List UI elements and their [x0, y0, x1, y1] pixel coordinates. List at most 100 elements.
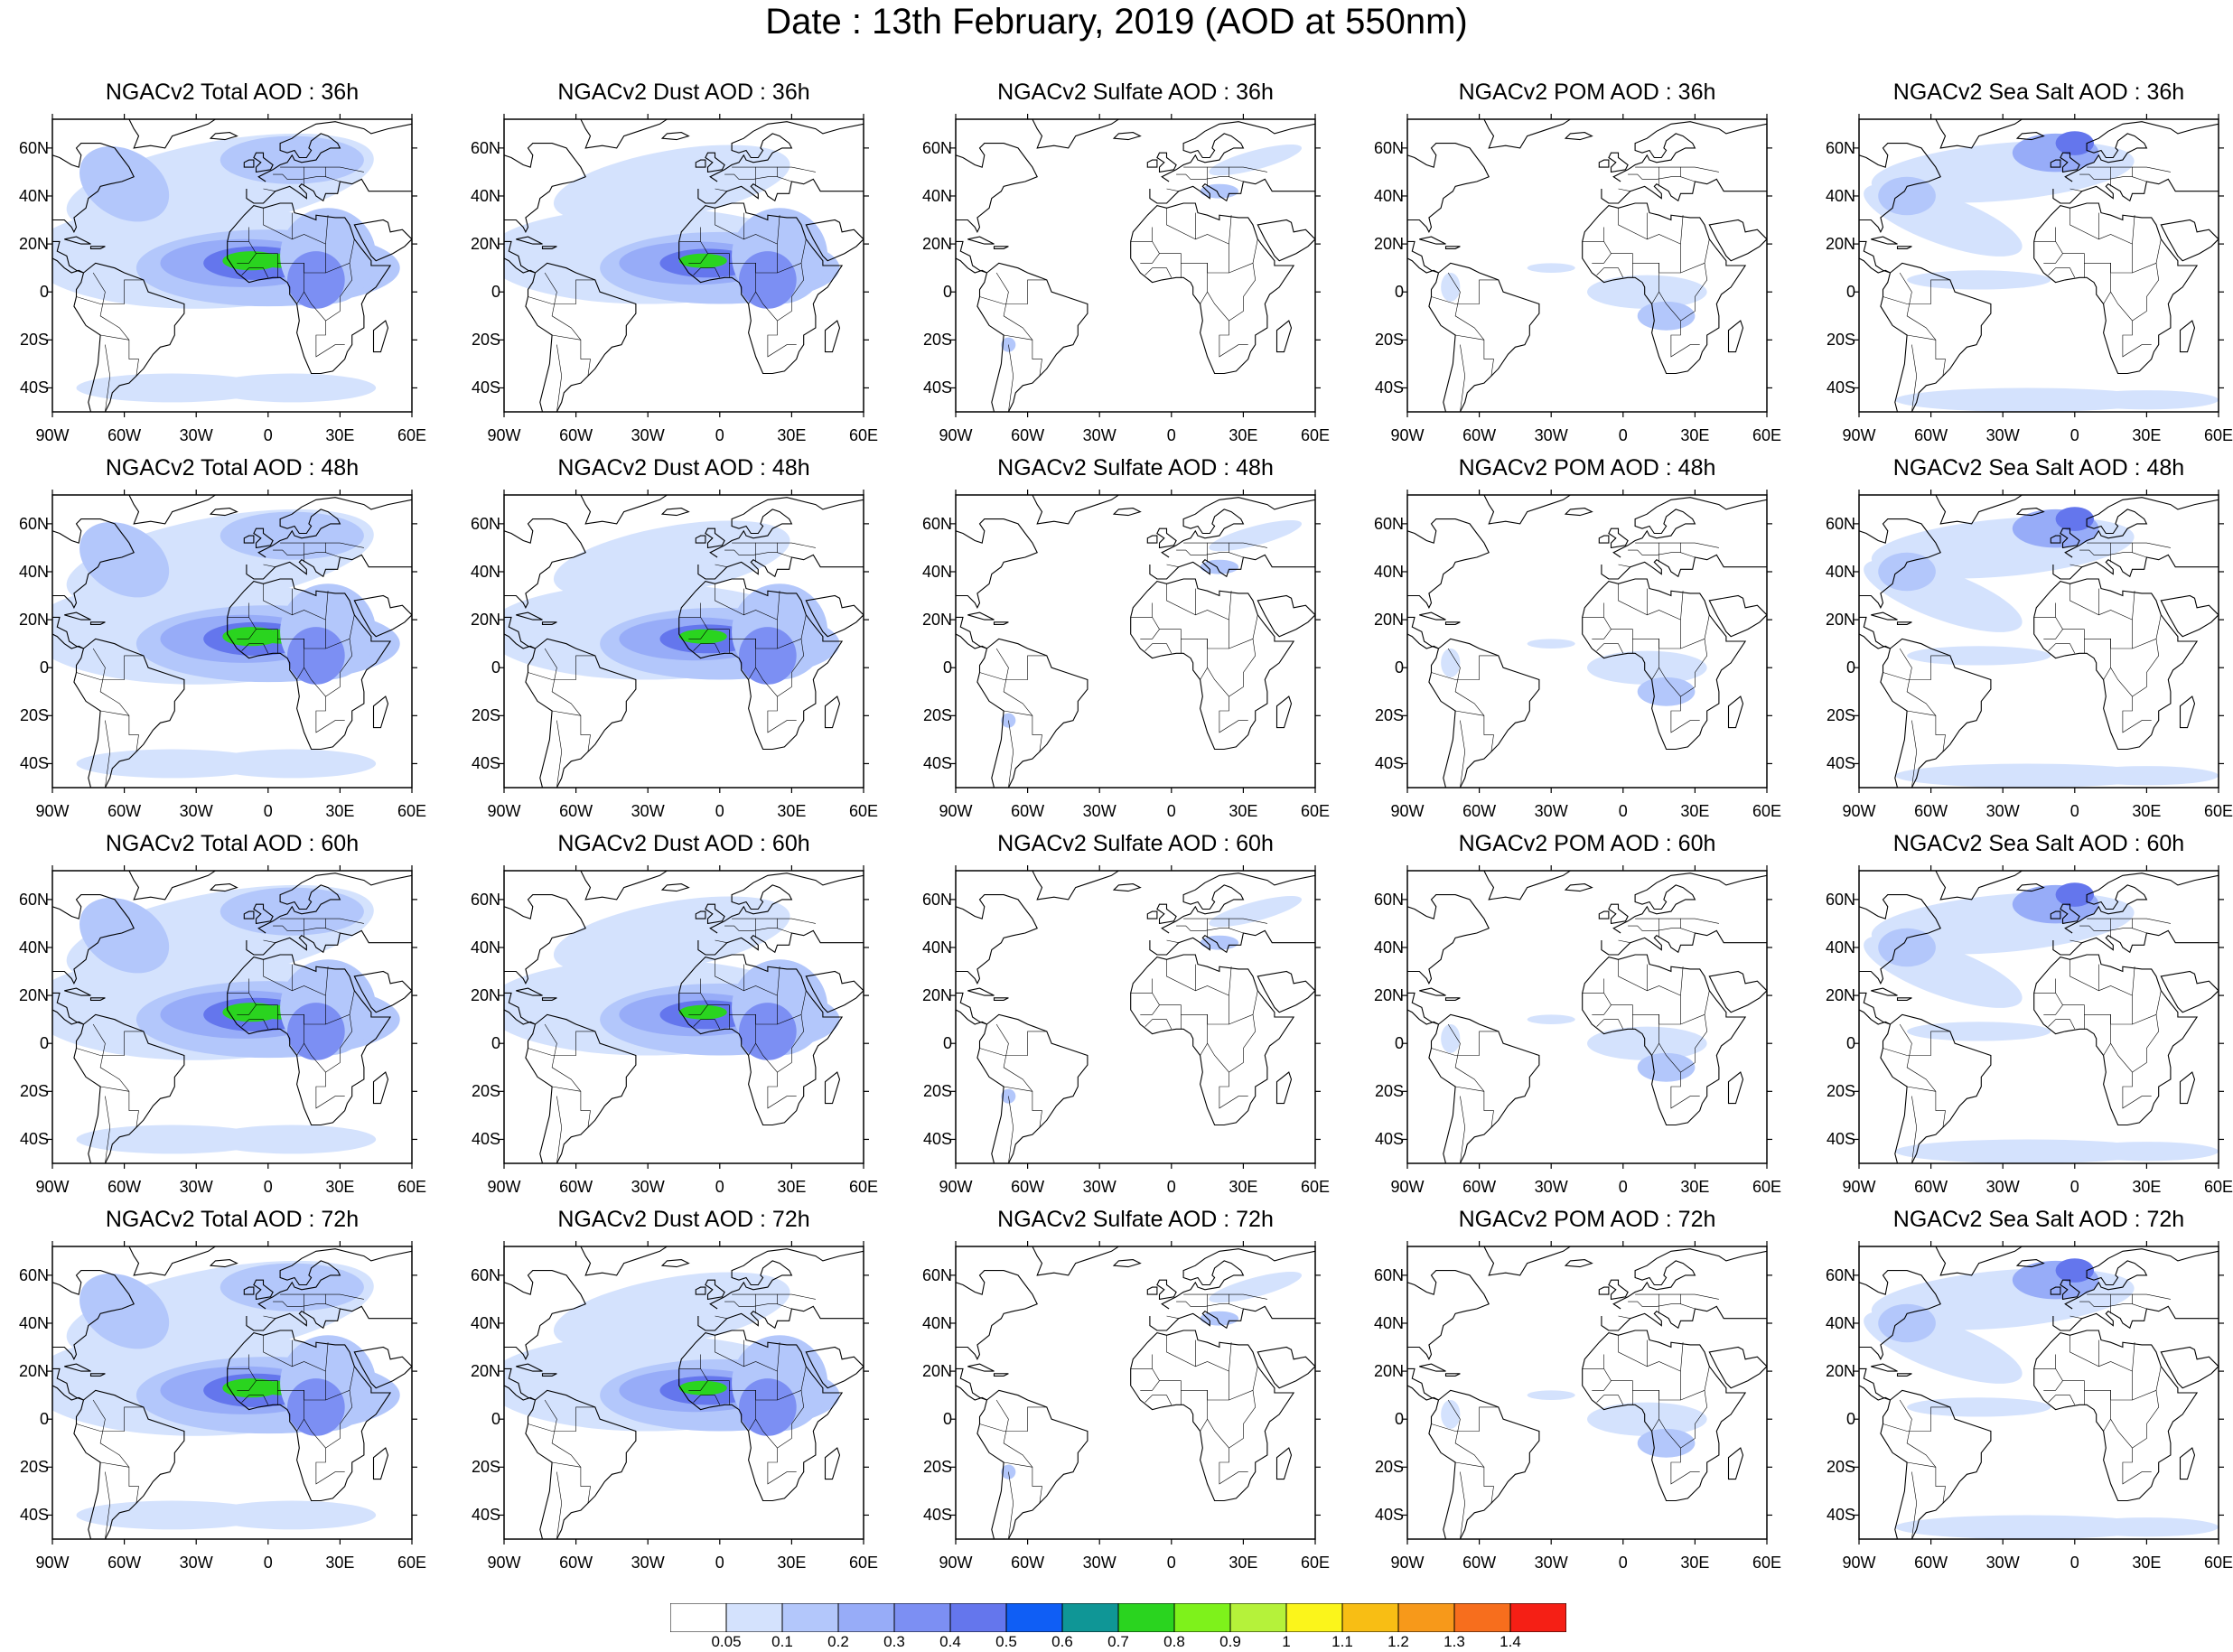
lon-label: 30E [1680, 1178, 1710, 1196]
coastline-africa [2033, 578, 2199, 751]
country-border [2043, 629, 2063, 639]
country-border [979, 1406, 1047, 1432]
map-panel-dust-row1: NGACv2 Dust AOD : 36h 60N 40N 20N 0 20S 40S 90W… [452, 0, 903, 443]
panel-title: NGACv2 Sulfate AOD : 72h [997, 1207, 1274, 1232]
country-border [1166, 939, 1179, 943]
coastline-northAmerica [52, 894, 135, 985]
coastline-ireland [1146, 535, 1158, 544]
coastline-europe [697, 178, 864, 204]
country-border [1680, 542, 1719, 548]
country-border [1658, 1293, 1681, 1304]
lat-label: 60N [921, 514, 952, 533]
country-border [325, 639, 350, 649]
country-border [743, 985, 778, 996]
lat-label: 40S [19, 754, 49, 773]
map-plot [1402, 865, 1772, 1169]
coastline-europeNorth [1161, 873, 1315, 934]
coastline-hispaniola [89, 997, 106, 1001]
coastline-southAmerica [976, 1389, 1088, 1539]
map-panel-seasalt-row3: NGACv2 Sea Salt AOD : 60h 60N 40N 20N 0 20S 40… [1807, 751, 2233, 1195]
coastline-northAmerica [1859, 143, 1941, 234]
map-plot [950, 865, 1321, 1169]
coastline-ireland [1146, 159, 1158, 168]
colorbar-swatch [837, 1603, 895, 1632]
coastline-madagascar [1275, 1447, 1293, 1480]
map-frame [1406, 494, 1768, 789]
coastline-cuba [64, 987, 91, 996]
coastline-europeNorth [257, 873, 412, 934]
country-border [1596, 1019, 1624, 1030]
country-border [1166, 564, 1179, 567]
coastline-africa [1130, 954, 1295, 1126]
lon-label: 60E [397, 1178, 427, 1196]
coastline-northAmerica [1407, 1270, 1490, 1361]
colorbar-tick-label: 0.7 [1107, 1633, 1129, 1650]
country-border [755, 990, 807, 1073]
country-border [2110, 1366, 2162, 1449]
map-frame [1406, 870, 1768, 1164]
lat-label: 0 [491, 1034, 500, 1053]
colorbar-swatch [725, 1603, 783, 1632]
country-border [325, 263, 350, 274]
panel-title: NGACv2 Sulfate AOD : 36h [997, 79, 1274, 105]
country-border [304, 1366, 355, 1449]
lon-label: 90W [35, 802, 70, 820]
country-border [2132, 1293, 2171, 1300]
coastline-centralAmerica [504, 240, 536, 274]
map-frame [1858, 1246, 2219, 1540]
aod-plume [287, 1003, 345, 1060]
country-border [777, 1390, 802, 1401]
country-border [76, 1406, 144, 1432]
lon-label: 0 [1166, 1554, 1176, 1572]
lon-label: 30W [1082, 1178, 1116, 1196]
lon-label: 30W [631, 426, 665, 444]
coastline-northAmerica [956, 894, 1038, 985]
lat-label: 20S [1826, 331, 1855, 350]
coastline-hispaniola [1896, 1373, 1912, 1377]
country-border [241, 1019, 269, 1030]
lat-label: 40S [1826, 754, 1855, 773]
coastline-arabia [1257, 219, 1315, 262]
lat-label: 60N [921, 890, 952, 909]
coastline-southAmerica [73, 262, 185, 412]
country-border [105, 1096, 111, 1163]
colorbar-tick-label: 0.1 [771, 1633, 793, 1650]
colorbar-tick-label: 0.2 [827, 1633, 849, 1650]
coastline-iceland [2015, 1259, 2045, 1268]
coastline-britain [1608, 903, 1629, 925]
country-border [2069, 939, 2082, 943]
country-border [2098, 234, 2133, 245]
coastline-ireland [1146, 910, 1158, 919]
coastline-madagascar [2179, 1447, 2196, 1480]
coastline-iceland [209, 883, 238, 892]
country-border [2033, 1342, 2135, 1401]
aod-plume [2074, 1142, 2219, 1162]
lat-label: 20N [1373, 611, 1404, 630]
lat-label: 20N [470, 235, 500, 254]
coastline-europeNorth [709, 497, 864, 558]
lon-label: 30W [179, 802, 213, 820]
lat-label: 40S [471, 1506, 500, 1525]
country-border [1592, 253, 1612, 264]
country-border [715, 564, 727, 567]
map-plot [47, 490, 417, 793]
country-border [556, 1471, 563, 1539]
country-border [1658, 614, 1710, 697]
coastline-britain [2060, 527, 2080, 549]
lat-label: 20N [1825, 1362, 1855, 1381]
country-border [1582, 1342, 1684, 1401]
coastline-europe [1149, 1305, 1315, 1331]
country-border [2069, 583, 2099, 616]
country-border [1219, 696, 1248, 733]
map-frame [955, 118, 1316, 413]
coastline-southAmerica [976, 638, 1088, 788]
country-border [296, 1390, 304, 1432]
country-border [304, 990, 355, 1073]
country-border [1907, 1086, 1946, 1128]
colorbar-tick-label: 1.1 [1331, 1633, 1353, 1650]
country-border [1229, 1293, 1267, 1300]
country-border [2132, 263, 2157, 274]
coastline-arabia [2160, 219, 2219, 262]
country-border [1229, 639, 1254, 649]
country-border [315, 696, 345, 733]
